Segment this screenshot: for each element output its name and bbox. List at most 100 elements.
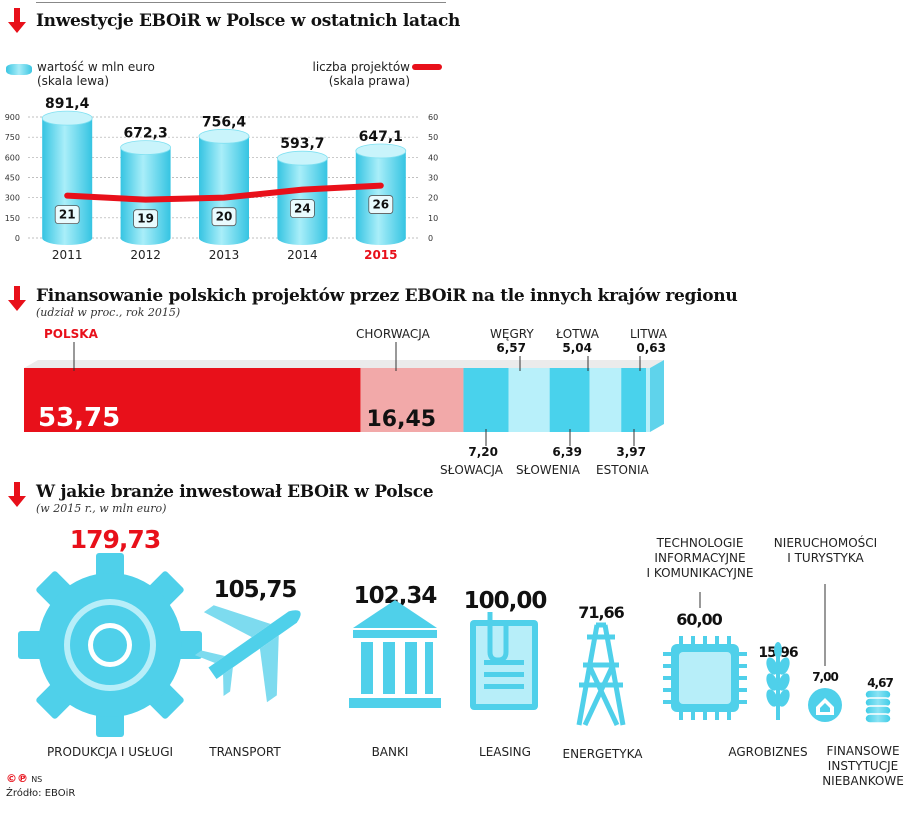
y-left-tick-label: 450 bbox=[5, 174, 20, 183]
y-right-tick-label: 20 bbox=[428, 194, 438, 203]
value-produkcja: 179,73 bbox=[69, 525, 161, 554]
legend-value: wartość w mln euro (skala lewa) bbox=[37, 60, 155, 88]
bar-top-2014 bbox=[276, 150, 328, 166]
value-nieruchomosci: 7,00 bbox=[812, 670, 839, 684]
y-left-tick-label: 750 bbox=[5, 133, 20, 142]
top-rule bbox=[36, 2, 446, 3]
bar-top-2011 bbox=[41, 110, 93, 126]
projects-line bbox=[64, 182, 384, 203]
segment-value-label: 0,63 bbox=[636, 341, 666, 355]
segment-name-label: ESTONIA bbox=[596, 463, 649, 477]
y-left-tick-label: 0 bbox=[15, 234, 20, 243]
y-left-tick-label: 150 bbox=[5, 214, 20, 223]
label-technologie-line1: TECHNOLOGIE bbox=[656, 536, 744, 550]
value-transport: 105,75 bbox=[213, 577, 298, 603]
wheat-icon bbox=[766, 642, 790, 720]
label-transport: TRANSPORT bbox=[209, 745, 281, 759]
value-technologie: 60,00 bbox=[676, 610, 723, 629]
label-nieruchomosci-line2: I TURYSTYKA bbox=[787, 551, 864, 565]
chip-pin bbox=[679, 636, 683, 644]
bar-2013 bbox=[199, 136, 249, 245]
section2-title: Finansowanie polskich projektów przez EB… bbox=[36, 286, 738, 306]
legend-value-line1: wartość w mln euro bbox=[37, 60, 155, 74]
section3-subtitle: (w 2015 r., w mln euro) bbox=[36, 502, 167, 515]
y-right-tick-label: 10 bbox=[428, 214, 438, 223]
label-finansowe-line2: INSTYTUCJE bbox=[827, 759, 899, 773]
label-produkcja: PRODUKCJA I USŁUGI bbox=[46, 745, 174, 759]
label-energetyka: ENERGETYKA bbox=[562, 747, 643, 761]
footer-credits: ©℗ NS bbox=[6, 772, 42, 785]
segment-value-label: 6,39 bbox=[552, 445, 582, 459]
segment-value-label: 6,57 bbox=[496, 341, 526, 355]
bar-top-2015 bbox=[355, 143, 407, 159]
value-finansowe: 4,67 bbox=[867, 676, 894, 690]
chip-pin bbox=[679, 712, 683, 720]
chip-pin bbox=[739, 688, 747, 692]
segment-name-label: ŁOTWA bbox=[555, 327, 600, 341]
x-tick-label: 2013 bbox=[209, 248, 240, 262]
publisher-logo: ©℗ bbox=[6, 772, 28, 785]
projects-value-label: 26 bbox=[372, 198, 389, 212]
down-arrow-icon bbox=[8, 286, 26, 311]
y-right-tick-label: 60 bbox=[428, 113, 438, 122]
x-tick-label: 2015 bbox=[364, 248, 397, 262]
segment-name-label: WĘGRY bbox=[490, 327, 534, 341]
projects-value-label: 20 bbox=[216, 210, 233, 224]
coins-icon bbox=[864, 689, 892, 724]
segment-name-label: SŁOWENIA bbox=[516, 463, 581, 477]
y-right-tick-label: 30 bbox=[428, 174, 438, 183]
segment-słowenia bbox=[549, 368, 590, 432]
bank-icon bbox=[349, 600, 441, 708]
airplane-icon bbox=[194, 605, 301, 703]
segment-value-label: 16,45 bbox=[366, 407, 436, 432]
bar-value-label: 593,7 bbox=[280, 136, 324, 152]
segment-value-label: 7,20 bbox=[468, 445, 498, 459]
label-technologie-line2: INFORMACYJNE bbox=[654, 551, 746, 565]
segment-estonia bbox=[621, 368, 647, 432]
chip-pin bbox=[703, 712, 707, 720]
projects-value-box bbox=[133, 209, 159, 229]
segment-name-label: SŁOWACJA bbox=[440, 463, 504, 477]
chip-pin bbox=[727, 712, 731, 720]
power-tower-icon bbox=[576, 622, 626, 727]
chip-pin bbox=[739, 652, 747, 656]
chip-pin bbox=[691, 636, 695, 644]
segment-name-label: LITWA bbox=[630, 327, 668, 341]
chip-pin bbox=[739, 700, 747, 704]
segment-łotwa bbox=[589, 368, 622, 432]
segment-słowacja bbox=[463, 368, 509, 432]
bar-2012 bbox=[120, 147, 171, 245]
legend-projects: liczba projektów (skala prawa) bbox=[300, 60, 410, 88]
value-energetyka: 71,66 bbox=[578, 603, 625, 622]
source-note: Źródło: EBOiR bbox=[6, 788, 76, 799]
bar-top-2012 bbox=[120, 140, 172, 156]
y-right-tick-label: 40 bbox=[428, 153, 438, 162]
label-leasing: LEASING bbox=[479, 745, 531, 759]
chip-pin bbox=[691, 712, 695, 720]
label-finansowe-line3: NIEBANKOWE bbox=[822, 774, 904, 788]
y-right-tick-label: 50 bbox=[428, 133, 438, 142]
chip-pin bbox=[703, 636, 707, 644]
segment-value-label: 53,75 bbox=[38, 403, 120, 433]
projects-value-box bbox=[368, 195, 394, 214]
section3-title: W jakie branże inwestował EBOiR w Polsce bbox=[36, 482, 434, 502]
legend-projects-line1: liczba projektów bbox=[312, 60, 410, 74]
segment-name-label: CHORWACJA bbox=[356, 327, 431, 341]
segment-value-label: 5,04 bbox=[562, 341, 592, 355]
projects-value-box bbox=[289, 199, 315, 218]
bar-value-label: 756,4 bbox=[202, 114, 247, 130]
bar-value-label: 672,3 bbox=[123, 126, 167, 142]
projects-value-label: 24 bbox=[294, 202, 311, 216]
down-arrow-icon bbox=[8, 8, 26, 33]
legend-cylinder-icon bbox=[6, 64, 32, 75]
legend-value-line2: (skala lewa) bbox=[37, 74, 110, 88]
label-nieruchomosci: NIERUCHOMOŚCI I TURYSTYKA bbox=[763, 536, 888, 566]
chip-pin bbox=[663, 676, 671, 680]
bar-top-2013 bbox=[198, 128, 250, 144]
segment-value-label: 3,97 bbox=[616, 445, 646, 459]
projects-value-label: 19 bbox=[137, 212, 154, 226]
bar-value-label: 891,4 bbox=[45, 96, 90, 112]
bar-2011 bbox=[42, 118, 93, 245]
label-finansowe: FINANSOWE INSTYTUCJE NIEBANKOWE bbox=[818, 744, 908, 789]
gear-icon bbox=[18, 553, 202, 737]
